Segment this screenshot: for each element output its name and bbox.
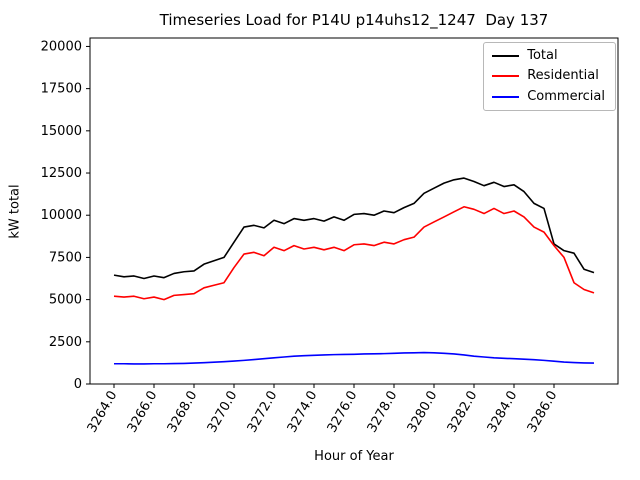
y-tick-label: 17500 (41, 82, 82, 97)
x-tick-label: 3276.0 (325, 389, 361, 436)
x-tick-label: 3278.0 (365, 389, 401, 436)
x-tick-label: 3282.0 (445, 389, 481, 436)
y-tick-label: 2500 (49, 335, 82, 350)
y-axis-label: kW total (7, 184, 23, 239)
legend-line-commercial (492, 95, 520, 98)
x-tick-label: 3270.0 (205, 389, 241, 436)
series-line-commercial (114, 351, 595, 365)
legend-label-residential: Residential (527, 68, 599, 84)
x-tick-label: 3286.0 (525, 389, 561, 436)
series-line-total (113, 177, 595, 280)
legend-line-residential (492, 75, 520, 78)
y-tick-label: 7500 (49, 250, 82, 265)
y-tick-label: 20000 (41, 39, 82, 54)
legend-item-total: Total (492, 48, 605, 63)
series-line-residential (113, 205, 595, 301)
legend-item-commercial: Commercial (492, 88, 605, 104)
x-tick-label: 3266.0 (125, 389, 161, 436)
y-tick-label: 12500 (41, 166, 82, 181)
y-tick-label: 10000 (41, 208, 82, 223)
legend-item-residential: Residential (492, 68, 605, 84)
x-tick-label: 3274.0 (285, 389, 321, 436)
legend-label-total: Total (527, 48, 558, 63)
y-tick-label: 15000 (41, 124, 82, 139)
y-tick-label: 0 (74, 377, 82, 392)
chart-title: Timeseries Load for P14U p14uhs12_1247 D… (159, 11, 549, 29)
y-tick-label: 5000 (49, 293, 82, 308)
x-tick-label: 3272.0 (245, 389, 281, 436)
legend: Total Residential Commercial (483, 42, 616, 111)
x-axis-label: Hour of Year (314, 449, 394, 464)
x-tick-label: 3284.0 (485, 389, 521, 436)
x-tick-label: 3264.0 (85, 389, 121, 436)
x-tick-label: 3268.0 (165, 389, 201, 436)
legend-label-commercial: Commercial (527, 88, 605, 104)
legend-line-total (492, 55, 520, 58)
x-tick-label: 3280.0 (405, 389, 441, 436)
